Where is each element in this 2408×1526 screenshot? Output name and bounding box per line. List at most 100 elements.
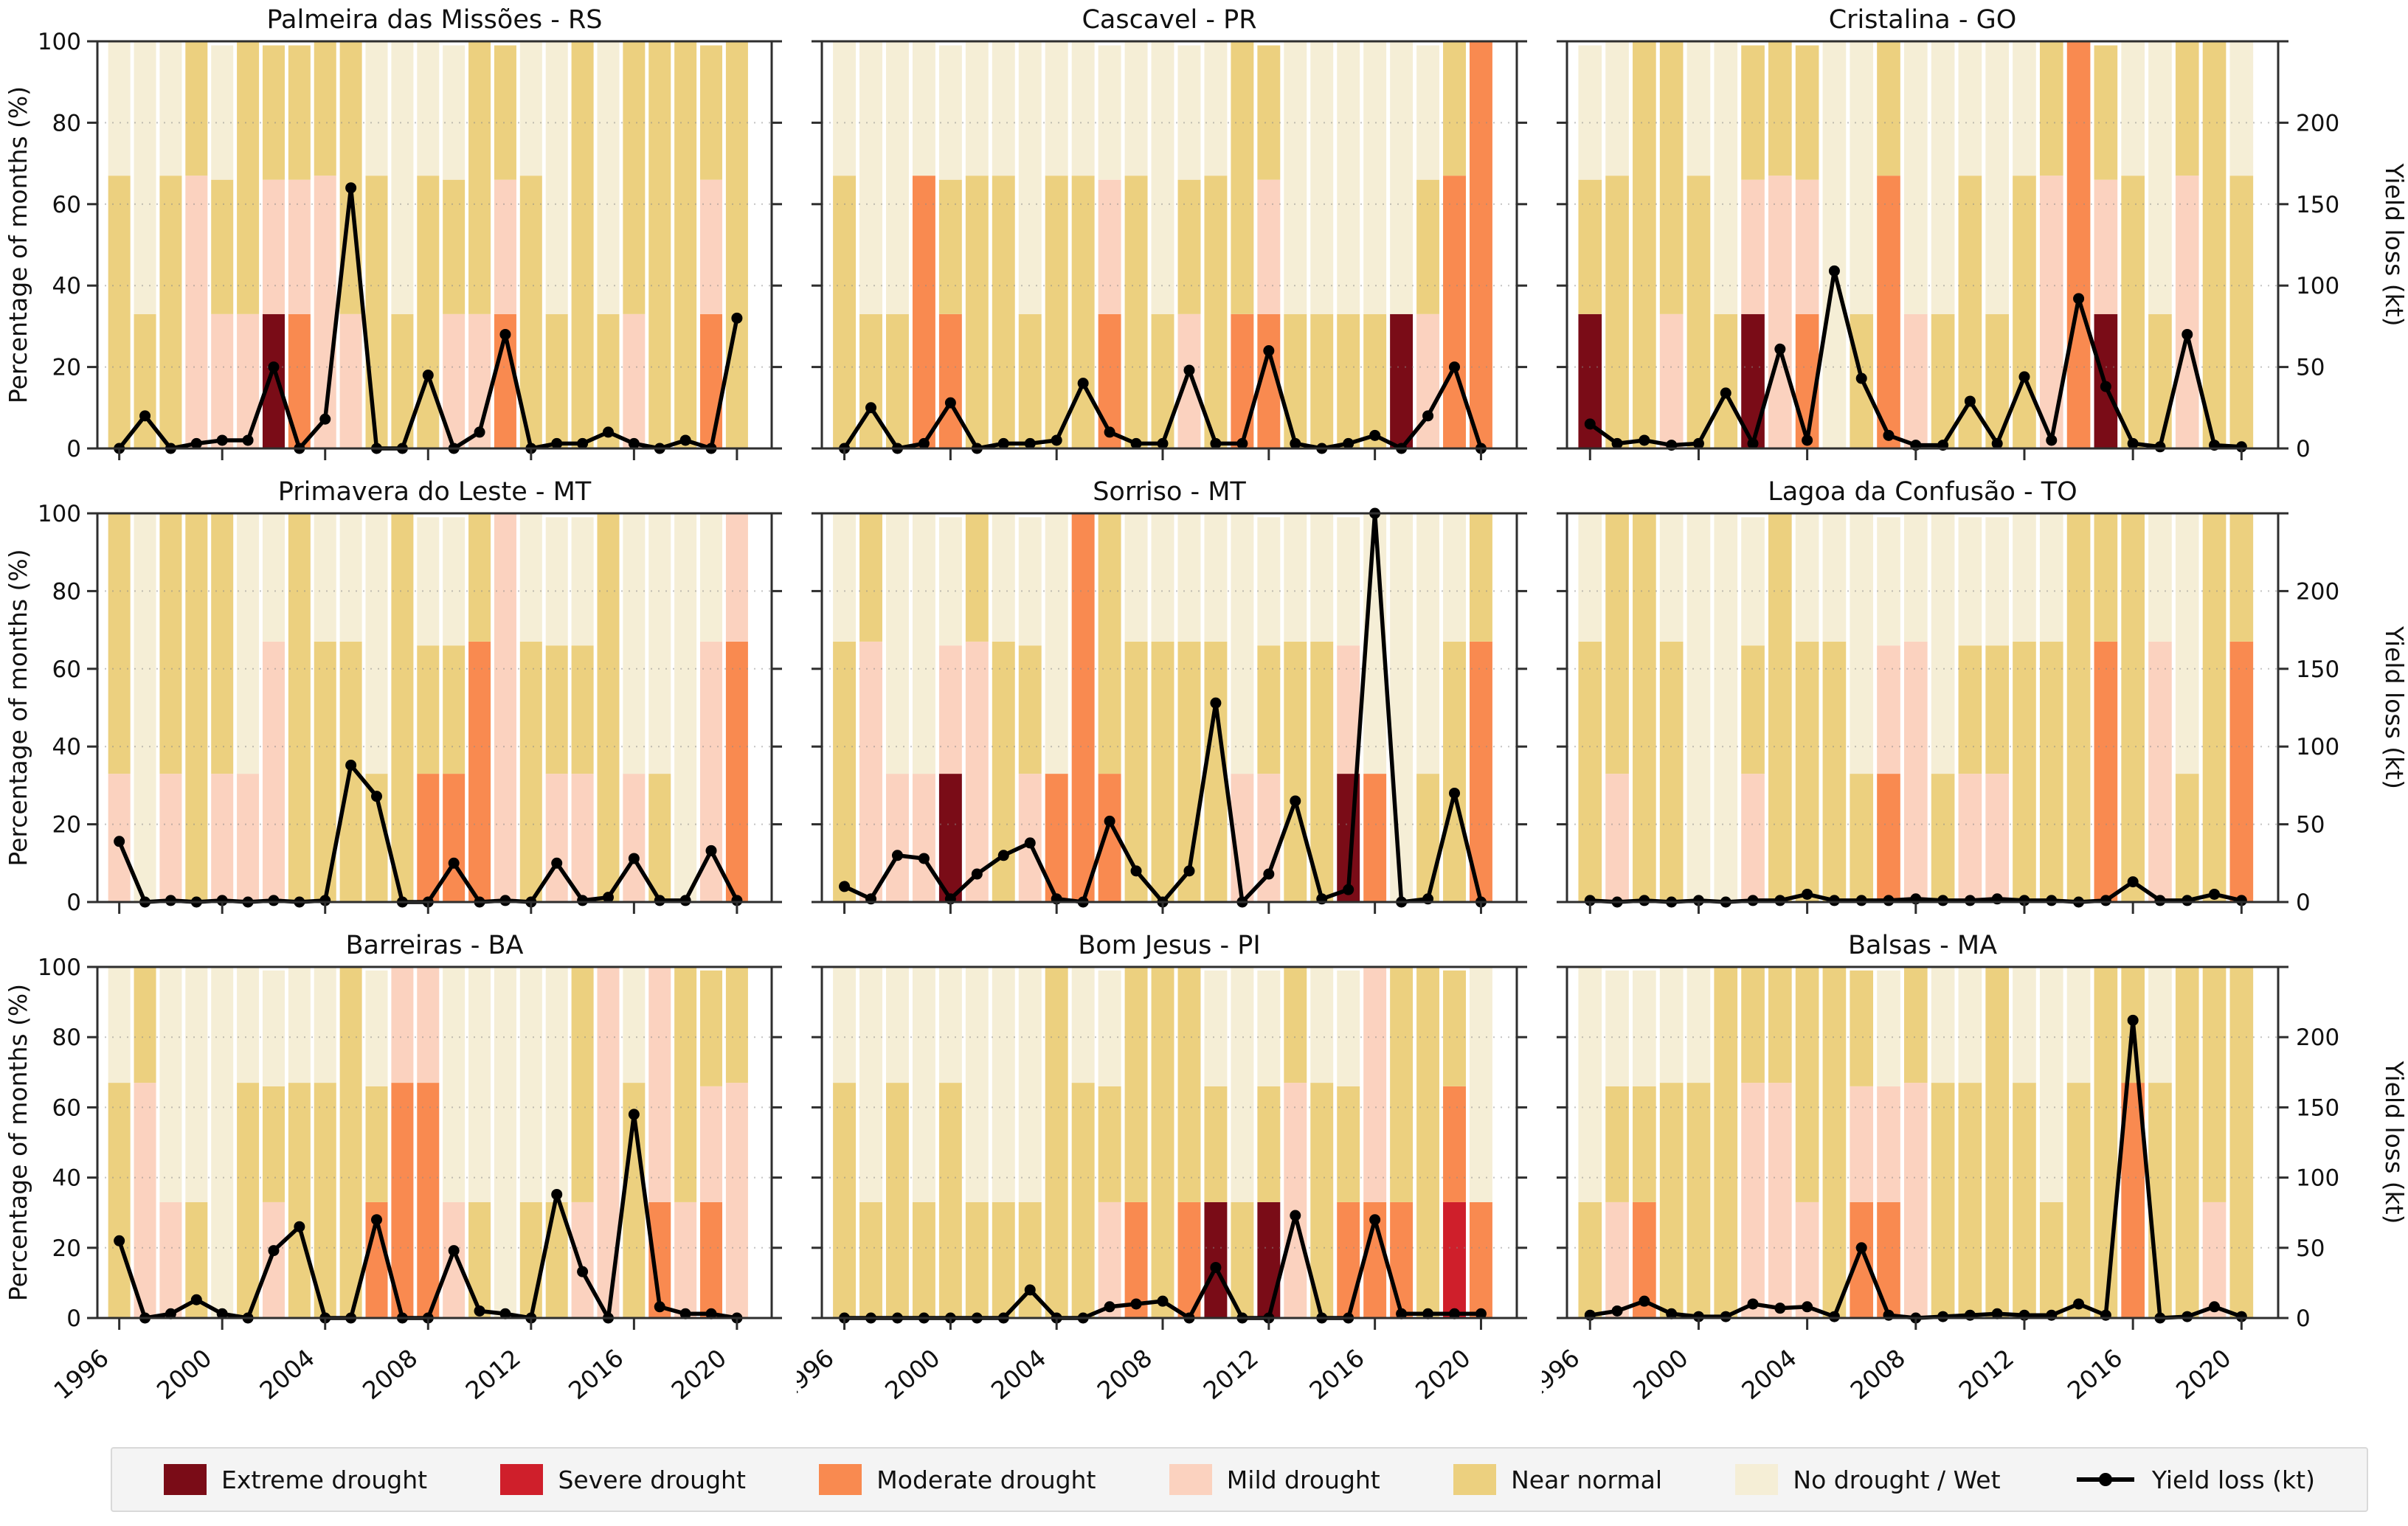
x-tick-label: 2016	[563, 1343, 629, 1405]
legend-swatch-icon	[164, 1464, 207, 1495]
y-tick-label: 100	[38, 501, 81, 527]
x-tick-label: 2016	[2062, 1343, 2128, 1405]
chart-panel: Cascavel - PR	[797, 0, 1542, 472]
plot-frame	[96, 40, 773, 450]
axis-ticks: 0 50 100 150 200	[1557, 40, 2339, 462]
legend-item-no_drought: No drought / Wet	[1735, 1464, 2001, 1495]
panel-title: Bom Jesus - PI	[1078, 931, 1260, 960]
y-tick-label: 0	[66, 889, 81, 916]
plot-frame	[820, 512, 1518, 904]
y-tick-label: 60	[52, 1095, 81, 1121]
yield-loss-line	[1584, 265, 2247, 453]
gridlines	[822, 1036, 1517, 1249]
chart-panel: Palmeira das Missões - RS 0 20 40 60 80 100 Per…	[0, 0, 797, 472]
y-tick-label: 20	[52, 355, 81, 381]
x-tick-label: 2016	[1304, 1343, 1369, 1405]
chart-panel: Balsas - MA 0 50 100 150 200 1996 2000 2004 2008 2…	[1542, 926, 2408, 1442]
legend-label: Near normal	[1511, 1465, 1663, 1494]
y-tick-label: 80	[52, 1024, 81, 1051]
x-tick-label: 1996	[797, 1343, 840, 1405]
x-tick-label: 2020	[666, 1343, 732, 1405]
x-tick-label: 2004	[1736, 1343, 1802, 1405]
right-tick-label: 0	[2296, 889, 2311, 916]
legend-swatch-icon	[1735, 1464, 1779, 1495]
panel-title: Cascavel - PR	[1082, 5, 1256, 35]
legend-swatch-icon	[1169, 1464, 1212, 1495]
plot-frame	[1565, 965, 2280, 1319]
yield-loss-line	[839, 345, 1487, 454]
axis-ticks	[812, 512, 1527, 914]
right-tick-label: 0	[2296, 1305, 2311, 1332]
legend-item-yield-loss: Yield loss (kt)	[2074, 1464, 2315, 1495]
chart-panel-svg: Bom Jesus - PI 1996 2000 2004 2008 2012 2016 20…	[797, 931, 1527, 1405]
legend-label: Extreme drought	[221, 1465, 428, 1494]
right-tick-label: 50	[2296, 812, 2325, 839]
axis-ticks: 0 20 40 60 80 100	[38, 29, 782, 462]
x-tick-label: 2020	[2170, 1343, 2236, 1405]
panel-title: Barreiras - BA	[345, 931, 523, 960]
chart-panel: Cristalina - GO 0 50 100 150 200 Yield loss (k…	[1542, 0, 2408, 472]
y-tick-label: 60	[52, 656, 81, 683]
legend-label: Moderate drought	[876, 1465, 1096, 1494]
x-tick-label: 1996	[48, 1343, 114, 1405]
right-axis-label: Yield loss (kt)	[2380, 1060, 2408, 1224]
x-tick-label: 2004	[986, 1343, 1051, 1405]
gridlines	[97, 590, 772, 825]
stacked-bars	[1578, 513, 2254, 902]
y-tick-label: 80	[52, 578, 81, 605]
y-axis-label: Percentage of months (%)	[4, 86, 32, 403]
x-tick-label: 2008	[1845, 1343, 1911, 1405]
x-tick-label: 2004	[254, 1343, 319, 1405]
stacked-bars	[108, 967, 748, 1318]
chart-panel: Primavera do Leste - MT 0 20 40 60 80 100 Perce…	[0, 472, 797, 926]
y-tick-label: 40	[52, 273, 81, 299]
plot-frame	[820, 965, 1518, 1319]
right-tick-label: 100	[2296, 1165, 2339, 1192]
y-tick-label: 100	[38, 954, 81, 981]
gridlines	[1567, 122, 2278, 368]
legend-item-near_normal: Near normal	[1453, 1464, 1662, 1495]
chart-panel-svg: Palmeira das Missões - RS 0 20 40 60 80 100 Per…	[4, 5, 782, 462]
chart-panel: Sorriso - MT	[797, 472, 1542, 926]
x-tick-label: 2012	[1954, 1343, 2019, 1405]
x-tick-label: 2008	[357, 1343, 423, 1405]
y-tick-label: 40	[52, 1165, 81, 1192]
plot-frame	[1565, 40, 2280, 450]
legend-item-severe: Severe drought	[500, 1464, 746, 1495]
right-tick-label: 150	[2296, 656, 2339, 683]
panel-title: Cristalina - GO	[1829, 5, 2017, 35]
stacked-bars	[108, 41, 748, 448]
panel-title: Balsas - MA	[1848, 931, 1997, 960]
right-tick-label: 100	[2296, 734, 2339, 760]
right-axis-label: Yield loss (kt)	[2380, 162, 2408, 326]
y-tick-label: 80	[52, 110, 81, 136]
legend-bar: Extreme drought Severe drought Moderate dr…	[111, 1447, 2368, 1512]
legend-item-mild: Mild drought	[1169, 1464, 1380, 1495]
chart-panel-svg: Cascavel - PR	[812, 5, 1527, 460]
stacked-bars	[1578, 41, 2254, 448]
legend-item-extreme: Extreme drought	[164, 1464, 427, 1495]
plot-frame	[1565, 512, 2280, 904]
chart-panel-svg: Sorriso - MT	[812, 477, 1527, 914]
legend-label: Yield loss (kt)	[2151, 1465, 2315, 1494]
right-tick-label: 200	[2296, 1024, 2339, 1051]
y-axis-label: Percentage of months (%)	[4, 984, 32, 1301]
gridlines	[97, 122, 772, 368]
x-tick-label: 2008	[1092, 1343, 1158, 1405]
y-tick-label: 100	[38, 29, 81, 55]
stacked-bars	[833, 513, 1492, 902]
chart-panel-svg: Primavera do Leste - MT 0 20 40 60 80 100Perce…	[4, 477, 782, 916]
gridlines	[822, 590, 1517, 825]
chart-panel: Barreiras - BA 0 20 40 60 80 100 1996 2000 2004 20…	[0, 926, 797, 1442]
chart-panel: Bom Jesus - PI 1996 2000 2004 2008 2012 2016 20…	[797, 926, 1542, 1442]
axis-ticks: 0 50 100 150 200	[1557, 512, 2339, 916]
plot-frame	[96, 512, 773, 904]
y-tick-label: 20	[52, 812, 81, 839]
panel-title: Palmeira das Missões - RS	[266, 5, 602, 35]
x-tick-label: 2020	[1410, 1343, 1475, 1405]
axis-ticks: 0 20 40 60 80 100	[38, 501, 782, 916]
stacked-bars	[1578, 967, 2254, 1318]
right-tick-label: 200	[2296, 578, 2339, 605]
legend-swatch-icon	[500, 1464, 544, 1495]
legend-swatch-icon	[819, 1464, 862, 1495]
